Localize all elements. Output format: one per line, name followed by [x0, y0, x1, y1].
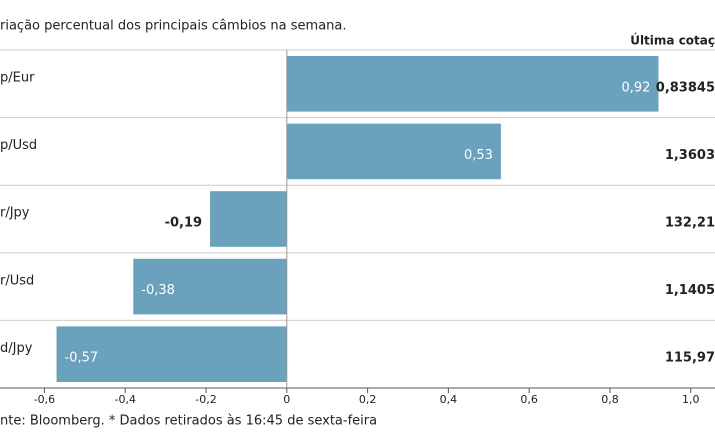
x-tick-label: -0,2: [195, 393, 216, 406]
last-quote: 0,83845: [656, 80, 715, 95]
x-tick-label: 0,2: [359, 393, 377, 406]
bar: [286, 123, 501, 180]
source: nte: Bloomberg. * Dados retirados às 16:…: [0, 414, 377, 429]
x-tick-label: 0: [283, 393, 290, 406]
bar: [133, 258, 287, 315]
x-tick-label: 0,8: [601, 393, 619, 406]
subtitle: riação percentual dos principais câmbios…: [0, 19, 347, 34]
bar: [56, 326, 287, 382]
last-quote: 132,21: [665, 216, 715, 231]
category-label: p/Eur: [0, 71, 35, 86]
value-label: -0,19: [165, 216, 202, 231]
x-tick-label: 0,4: [440, 393, 458, 406]
last-quote: 115,97: [665, 351, 715, 366]
last-quote: 1,1405: [665, 283, 715, 298]
category-label: d/Jpy: [0, 341, 33, 356]
x-tick-label: 0,6: [520, 393, 538, 406]
value-label: -0,57: [65, 351, 99, 366]
value-label: -0,38: [141, 283, 175, 298]
x-tick-label: -0,6: [34, 393, 55, 406]
value-label: 0,92: [621, 80, 650, 95]
x-tick-label: -0,4: [114, 393, 135, 406]
category-label: r/Usd: [0, 273, 34, 288]
category-label: p/Usd: [0, 138, 37, 153]
right-header: Última cotaç: [630, 33, 715, 48]
bar: [210, 191, 287, 247]
value-label: 0,53: [464, 148, 493, 163]
x-tick-label: 1,0: [682, 393, 700, 406]
category-label: r/Jpy: [0, 206, 30, 221]
last-quote: 1,3603: [665, 148, 715, 163]
bar: [286, 56, 659, 112]
